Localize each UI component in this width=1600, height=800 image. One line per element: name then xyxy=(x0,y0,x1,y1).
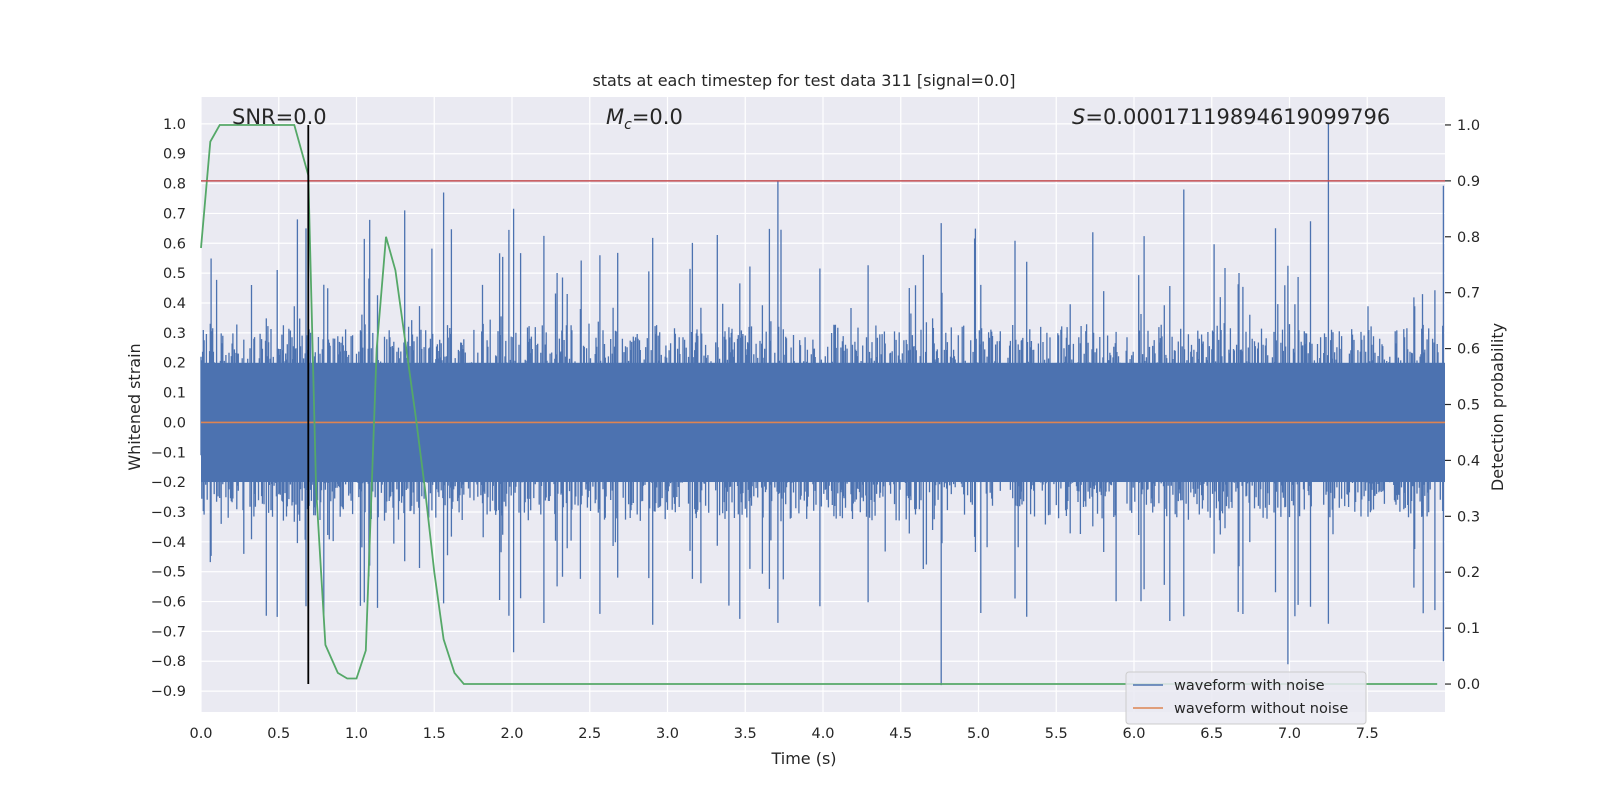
x-tick-label: 3.5 xyxy=(734,726,757,742)
x-tick-label: 5.5 xyxy=(1045,726,1068,742)
x-axis-label: Time (s) xyxy=(770,749,836,768)
x-tick-label: 1.0 xyxy=(345,726,368,742)
x-tick-label: 4.0 xyxy=(811,726,834,742)
y2-tick-label: 0.0 xyxy=(1457,677,1480,693)
y2-tick-label: 0.1 xyxy=(1457,621,1480,637)
snr-annotation: SNR=0.0 xyxy=(232,105,327,129)
chirp-mass-value: =0.0 xyxy=(632,105,683,129)
y-tick-label: 0.2 xyxy=(163,356,186,372)
y-tick-label: 0.6 xyxy=(163,236,186,252)
y-tick-label: 0.7 xyxy=(163,206,186,222)
x-tick-label: 5.0 xyxy=(967,726,990,742)
y2-tick-label: 0.4 xyxy=(1457,453,1480,469)
y2-tick-label: 0.8 xyxy=(1457,230,1480,246)
x-tick-label: 1.5 xyxy=(423,726,446,742)
y-axis-label: Whitened strain xyxy=(125,343,144,470)
legend: waveform with noise waveform without noi… xyxy=(1125,671,1367,725)
statistic-annotation: S=0.00017119894619099796 xyxy=(1072,105,1390,129)
x-tick-label: 6.0 xyxy=(1122,726,1145,742)
chirp-mass-symbol: M xyxy=(606,105,624,129)
y2-tick-label: 0.3 xyxy=(1457,509,1480,525)
chirp-mass-annotation: Mc=0.0 xyxy=(606,105,683,133)
x-tick-label: 2.0 xyxy=(500,726,523,742)
legend-label-noise: waveform with noise xyxy=(1174,678,1325,694)
y-tick-label: −0.3 xyxy=(151,505,186,521)
right-axis: 0.0 0.1 0.2 0.3 0.4 0.5 0.6 0.7 0.8 0.9 1.0 xyxy=(1445,118,1480,693)
statistic-symbol: S xyxy=(1072,105,1085,129)
y-tick-label: −0.6 xyxy=(151,595,186,611)
series-layer xyxy=(200,123,1445,686)
left-axis: −0.9 −0.8 −0.7 −0.6 −0.5 −0.4 −0.3 −0.2 −0.1 0.0 0… xyxy=(151,117,186,700)
y-tick-label: −0.1 xyxy=(151,445,186,461)
x-tick-label: 0.0 xyxy=(189,726,212,742)
x-tick-label: 4.5 xyxy=(889,726,912,742)
y-tick-label: −0.9 xyxy=(151,684,186,700)
y2-tick-label: 0.5 xyxy=(1457,398,1480,414)
y2-tick-label: 1.0 xyxy=(1457,118,1480,134)
y-tick-label: 0.4 xyxy=(163,296,186,312)
x-tick-label: 2.5 xyxy=(578,726,601,742)
legend-label-clean: waveform without noise xyxy=(1174,701,1348,717)
y-tick-label: 0.0 xyxy=(163,415,186,431)
y-tick-label: −0.8 xyxy=(151,654,186,670)
y-tick-label: 0.8 xyxy=(163,177,186,193)
y2-tick-label: 0.9 xyxy=(1457,174,1480,190)
y-tick-label: 1.0 xyxy=(163,117,186,133)
y-tick-label: 0.9 xyxy=(163,147,186,163)
chirp-mass-subscript: c xyxy=(624,117,632,133)
series-detection-probability xyxy=(200,124,1438,685)
statistic-value: =0.00017119894619099796 xyxy=(1085,105,1390,129)
legend-box xyxy=(1125,671,1367,725)
y-tick-label: 0.3 xyxy=(163,326,186,342)
x-tick-label: 6.5 xyxy=(1200,726,1223,742)
y-tick-label: −0.2 xyxy=(151,475,186,491)
reference-lines xyxy=(201,124,1445,685)
y-tick-label: 0.5 xyxy=(163,266,186,282)
y-tick-label: −0.4 xyxy=(151,535,186,551)
y-tick-label: −0.7 xyxy=(151,624,186,640)
y2-tick-label: 0.6 xyxy=(1457,342,1480,358)
y-tick-label: −0.5 xyxy=(151,565,186,581)
y-tick-label: 0.1 xyxy=(163,386,186,402)
x-tick-label: 7.5 xyxy=(1356,726,1379,742)
y2-tick-label: 0.2 xyxy=(1457,565,1480,581)
chart-title: stats at each timestep for test data 311… xyxy=(592,71,1015,90)
x-tick-label: 0.5 xyxy=(267,726,290,742)
y2-axis-label: Detection probability xyxy=(1488,323,1507,491)
y2-tick-label: 0.7 xyxy=(1457,286,1480,302)
x-axis: 0.0 0.5 1.0 1.5 2.0 2.5 3.0 3.5 4.0 4.5 5.0 5.5 6.0 6… xyxy=(189,726,1378,742)
x-tick-label: 7.0 xyxy=(1278,726,1301,742)
x-tick-label: 3.0 xyxy=(656,726,679,742)
